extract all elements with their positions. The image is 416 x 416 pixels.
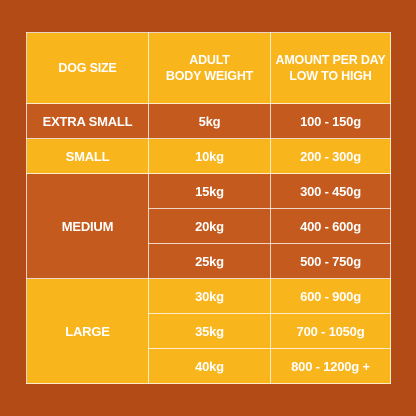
table-row: MEDIUM 15kg 300 - 450g [26,173,391,279]
table-row: 20kg 400 - 600g [26,208,391,244]
amount: 400 - 600g [270,208,391,244]
body-weight: 5kg [148,103,271,139]
table-row: SMALL 10kg 200 - 300g [26,138,391,174]
feeding-table: DOG SIZE ADULT BODY WEIGHT AMOUNT PER DA… [26,32,391,384]
header-cell: AMOUNT PER DAY LOW TO HIGH [270,32,391,104]
dog-size: EXTRA SMALL [26,103,149,139]
amount: 700 - 1050g [270,313,391,349]
body-weight: 30kg [148,278,271,314]
header-row: DOG SIZE ADULT BODY WEIGHT AMOUNT PER DA… [26,32,391,104]
table-row: LARGE 30kg 600 - 900g [26,278,391,384]
amount: 200 - 300g [270,138,391,174]
dog-size: LARGE [26,278,149,384]
amount: 500 - 750g [270,243,391,279]
amount: 300 - 450g [270,173,391,209]
amount: 600 - 900g [270,278,391,314]
table-row: EXTRA SMALL 5kg 100 - 150g [26,103,391,139]
table-body: EXTRA SMALL 5kg 100 - 150g SMALL 10kg 200 - 3… [26,103,391,384]
body-weight: 35kg [148,313,271,349]
body-weight: 10kg [148,138,271,174]
amount: 800 - 1200g + [270,348,391,384]
body-weight: 25kg [148,243,271,279]
table-row: 25kg 500 - 750g [26,243,391,279]
body-weight: 20kg [148,208,271,244]
header-cell: ADULT BODY WEIGHT [148,32,271,104]
body-weight: 15kg [148,173,271,209]
body-weight: 40kg [148,348,271,384]
dog-size: SMALL [26,138,149,174]
amount: 100 - 150g [270,103,391,139]
header-cell: DOG SIZE [26,32,149,104]
dog-size: MEDIUM [26,173,149,279]
